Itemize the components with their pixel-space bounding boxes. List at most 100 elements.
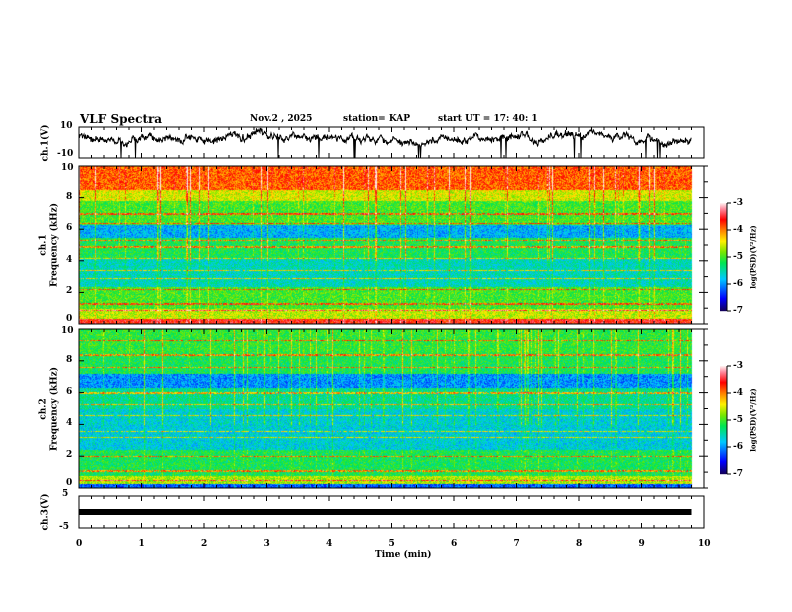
colorbar-segment [720,440,727,442]
colorbar-segment [720,236,727,238]
colorbar-tick-label: -6 [733,279,743,289]
colorbar-segment [720,423,727,425]
colorbar-segment [720,248,727,250]
y-tick-label: 2 [66,450,73,461]
y-tick-label: 0 [66,314,73,324]
colorbar-segment [720,297,727,299]
colorbar-segment [720,243,727,245]
colorbar-segment [720,469,727,471]
colorbar-segment [720,293,727,295]
colorbar-segment [720,307,727,309]
panel-frame-ch2-spectrogram [78,328,705,489]
colorbar-segment [720,413,727,415]
colorbar-segment [720,371,727,373]
colorbar-segment [720,432,727,434]
colorbar-segment [720,446,727,448]
colorbar-segment [720,268,727,270]
colorbar-segment [720,251,727,253]
colorbar-segment [720,409,727,411]
y-tick-label: 5 [62,489,69,499]
colorbar-segment [720,417,727,419]
colorbar-segment [720,279,727,281]
y-tick-label: 8 [66,191,73,202]
ch1-waveform [78,127,692,159]
colorbar-segment [720,398,727,400]
colorbar-segment [720,220,727,222]
colorbar-segment [720,262,727,264]
colorbar-segment [720,406,727,408]
colorbar-segment [720,204,727,206]
colorbar-segment [720,441,727,443]
x-tick-label: 3 [263,539,270,549]
colorbar-segment [720,240,727,242]
colorbar-segment [720,454,727,456]
colorbar-segment [720,458,727,460]
colorbar-segment [720,461,727,463]
colorbar-tick-label: -4 [733,225,743,235]
colorbar-segment [720,431,727,433]
colorbar-segment [720,270,727,272]
colorbar-segment [720,380,727,382]
colorbar-segment [720,291,727,293]
colorbar-segment [720,232,727,234]
colorbar-segment [720,253,727,255]
colorbar-segment [720,464,727,466]
colorbar-segment [720,450,727,452]
colorbar-segment [720,378,727,380]
colorbar-segment [720,473,727,475]
colorbar-segment [720,208,727,210]
colorbar-segment [720,449,727,451]
colorbar-segment [720,216,727,218]
colorbar-segment [720,401,727,403]
colorbar-segment [720,366,727,368]
colorbar-segment [720,255,727,257]
colorbar-label: log(PSD)(V²/Hz) [748,225,758,289]
colorbar-segment [720,438,727,440]
colorbar-segment [720,373,727,375]
y-axis-label: Frequency (kHz) [49,366,60,451]
colorbar-segment [720,375,727,377]
colorbar-segment [720,382,727,384]
start-time-label: start UT = 17: 40: 1 [438,114,538,124]
colorbar-segment [720,249,727,251]
colorbar-segment [720,221,727,223]
colorbar-segment [720,205,727,207]
ch3-waveform [79,509,692,515]
y-tick-label: 6 [66,386,73,397]
y-tick-label: 10 [60,121,73,131]
x-tick-label: 10 [698,539,711,549]
colorbar-segment [720,471,727,473]
colorbar-segment [720,213,727,215]
colorbar-segment [720,280,727,282]
colorbar-segment [720,448,727,450]
colorbar-segment [720,390,727,392]
colorbar-segment [720,367,727,369]
colorbar-segment [720,420,727,422]
colorbar-segment [720,456,727,458]
colorbar-segment [720,443,727,445]
colorbar-tick-label: -5 [733,415,743,425]
colorbar-segment [720,416,727,418]
y-axis-label: ch.1(V) [40,124,51,161]
colorbar-segment [720,264,727,266]
station-label: station= KAP [343,114,411,124]
colorbar-segment [720,223,727,225]
colorbar-segment [720,299,727,301]
colorbar-segment [720,257,727,259]
colorbar-segment [720,226,727,228]
colorbar-segment [720,433,727,435]
colorbar-segment [720,386,727,388]
colorbar-segment [720,295,727,297]
colorbar-segment [720,381,727,383]
colorbar-segment [720,387,727,389]
figure-title: VLF Spectra [80,112,163,126]
colorbar-segment [720,258,727,260]
colorbar-segment [720,292,727,294]
colorbar-segment [720,212,727,214]
colorbar-segment [720,403,727,405]
colorbar-segment [720,259,727,261]
colorbar-segment [720,451,727,453]
colorbar-segment [720,452,727,454]
colorbar-segment [720,215,727,217]
